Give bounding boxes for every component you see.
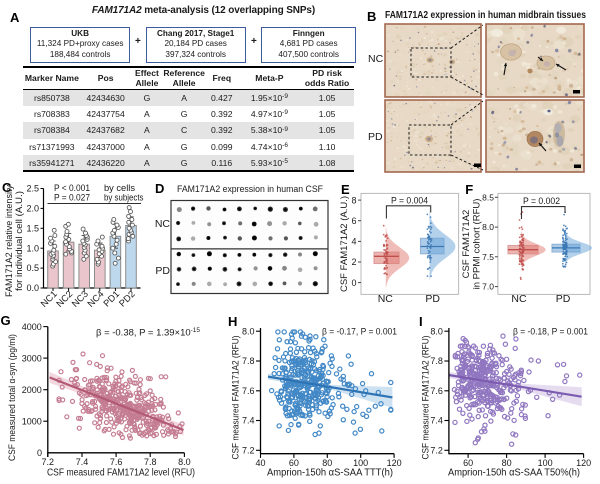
svg-text:CSF FAM171A2 (A.U.): CSF FAM171A2 (A.U.) [339, 196, 350, 292]
svg-text:3000: 3000 [22, 353, 42, 363]
svg-text:P = 0.004: P = 0.004 [391, 195, 428, 206]
svg-text:in PPMI cohort (RFU): in PPMI cohort (RFU) [472, 199, 483, 290]
svg-text:60: 60 [463, 458, 473, 468]
svg-text:7.0: 7.0 [482, 282, 494, 292]
svg-text:7.2: 7.2 [242, 446, 255, 456]
svg-text:PD: PD [425, 293, 440, 305]
svg-text:by cells: by cells [104, 183, 135, 194]
svg-text:for individual cell (A.U.): for individual cell (A.U.) [14, 191, 24, 291]
svg-text:PD: PD [556, 293, 571, 305]
svg-text:CSF measured FAM171A2 (RFU): CSF measured FAM171A2 (RFU) [421, 336, 432, 460]
svg-text:7.6: 7.6 [242, 386, 255, 396]
svg-text:7.5: 7.5 [482, 252, 494, 262]
svg-text:8.0: 8.0 [482, 222, 494, 232]
svg-text:2: 2 [351, 257, 356, 267]
svg-text:80: 80 [322, 458, 332, 468]
svg-text:NC3: NC3 [70, 289, 90, 309]
svg-text:8.5: 8.5 [482, 192, 494, 202]
svg-text:PD: PD [368, 131, 383, 143]
svg-text:FAM171A2 relative intensity: FAM171A2 relative intensity [4, 184, 14, 297]
svg-text:CSF measured FAM171A2 level (R: CSF measured FAM171A2 level (RFU) [47, 468, 195, 479]
svg-text:2.5: 2.5 [26, 184, 39, 194]
svg-text:7.6: 7.6 [430, 386, 443, 396]
svg-text:NC1: NC1 [39, 289, 59, 309]
svg-text:4: 4 [351, 237, 356, 247]
svg-text:8.0: 8.0 [242, 326, 255, 336]
svg-text:β = -0.17, P = 0.001: β = -0.17, P = 0.001 [322, 327, 397, 338]
svg-text:4000: 4000 [22, 322, 42, 332]
svg-text:FAM171A2 expression in human m: FAM171A2 expression in human midbrain ti… [385, 10, 586, 21]
svg-text:7.2: 7.2 [42, 457, 55, 467]
svg-text:2.0: 2.0 [26, 204, 39, 214]
svg-text:NC4: NC4 [85, 289, 105, 309]
svg-text:NC: NC [511, 293, 527, 305]
svg-text:PD: PD [155, 265, 170, 277]
svg-text:6: 6 [351, 216, 356, 226]
svg-text:100: 100 [538, 458, 553, 468]
svg-text:CSF measured FAM171A2 (RFU): CSF measured FAM171A2 (RFU) [231, 336, 242, 460]
svg-text:CSF FAM171A2: CSF FAM171A2 [461, 210, 472, 279]
svg-text:80: 80 [502, 458, 512, 468]
svg-text:120: 120 [576, 458, 591, 468]
svg-text:0.0: 0.0 [26, 283, 39, 293]
svg-text:FAM171A2 expression in human C: FAM171A2 expression in human CSF [177, 184, 323, 195]
svg-text:0: 0 [37, 448, 42, 458]
svg-text:P < 0.001: P < 0.001 [54, 183, 90, 194]
svg-text:40: 40 [255, 458, 265, 468]
svg-text:7.6: 7.6 [110, 457, 123, 467]
svg-text:PD2: PD2 [117, 289, 137, 309]
svg-text:7.4: 7.4 [76, 457, 89, 467]
svg-text:Amprion-150h αS-SAA T50%(h): Amprion-150h αS-SAA T50%(h) [448, 468, 580, 479]
svg-text:120: 120 [387, 458, 402, 468]
svg-text:by subjects: by subjects [104, 193, 144, 204]
svg-text:1000: 1000 [22, 416, 42, 426]
svg-text:P = 0.027: P = 0.027 [54, 193, 90, 204]
svg-text:CSF measured total α-syn (pg/m: CSF measured total α-syn (pg/ml) [7, 334, 18, 461]
svg-text:β = -0.38, P = 1.39×10-15: β = -0.38, P = 1.39×10-15 [96, 327, 200, 339]
svg-text:P = 0.002: P = 0.002 [523, 196, 560, 207]
svg-text:7.4: 7.4 [430, 416, 443, 426]
svg-text:60: 60 [289, 458, 299, 468]
svg-text:β = -0.18, P = 0.001: β = -0.18, P = 0.001 [513, 327, 588, 338]
svg-text:PD1: PD1 [101, 289, 121, 309]
svg-text:2000: 2000 [22, 385, 42, 395]
svg-text:8.0: 8.0 [430, 326, 443, 336]
svg-text:7.8: 7.8 [242, 356, 255, 366]
svg-text:Amprion-150h αS-SAA TTT(h): Amprion-150h αS-SAA TTT(h) [267, 468, 393, 479]
svg-text:7.8: 7.8 [144, 457, 157, 467]
svg-text:NC: NC [368, 53, 384, 65]
svg-text:8.0: 8.0 [178, 457, 191, 467]
svg-text:7.8: 7.8 [430, 356, 443, 366]
svg-text:NC: NC [155, 218, 171, 230]
svg-text:7.4: 7.4 [242, 416, 255, 426]
svg-text:100: 100 [353, 458, 368, 468]
svg-text:1.5: 1.5 [26, 223, 39, 233]
svg-text:8: 8 [351, 195, 356, 205]
svg-text:0: 0 [351, 278, 356, 288]
svg-text:NC: NC [378, 293, 394, 305]
svg-text:1.0: 1.0 [26, 243, 39, 253]
svg-text:0.5: 0.5 [26, 263, 39, 273]
svg-text:7.2: 7.2 [430, 446, 443, 456]
svg-text:NC2: NC2 [54, 289, 74, 309]
